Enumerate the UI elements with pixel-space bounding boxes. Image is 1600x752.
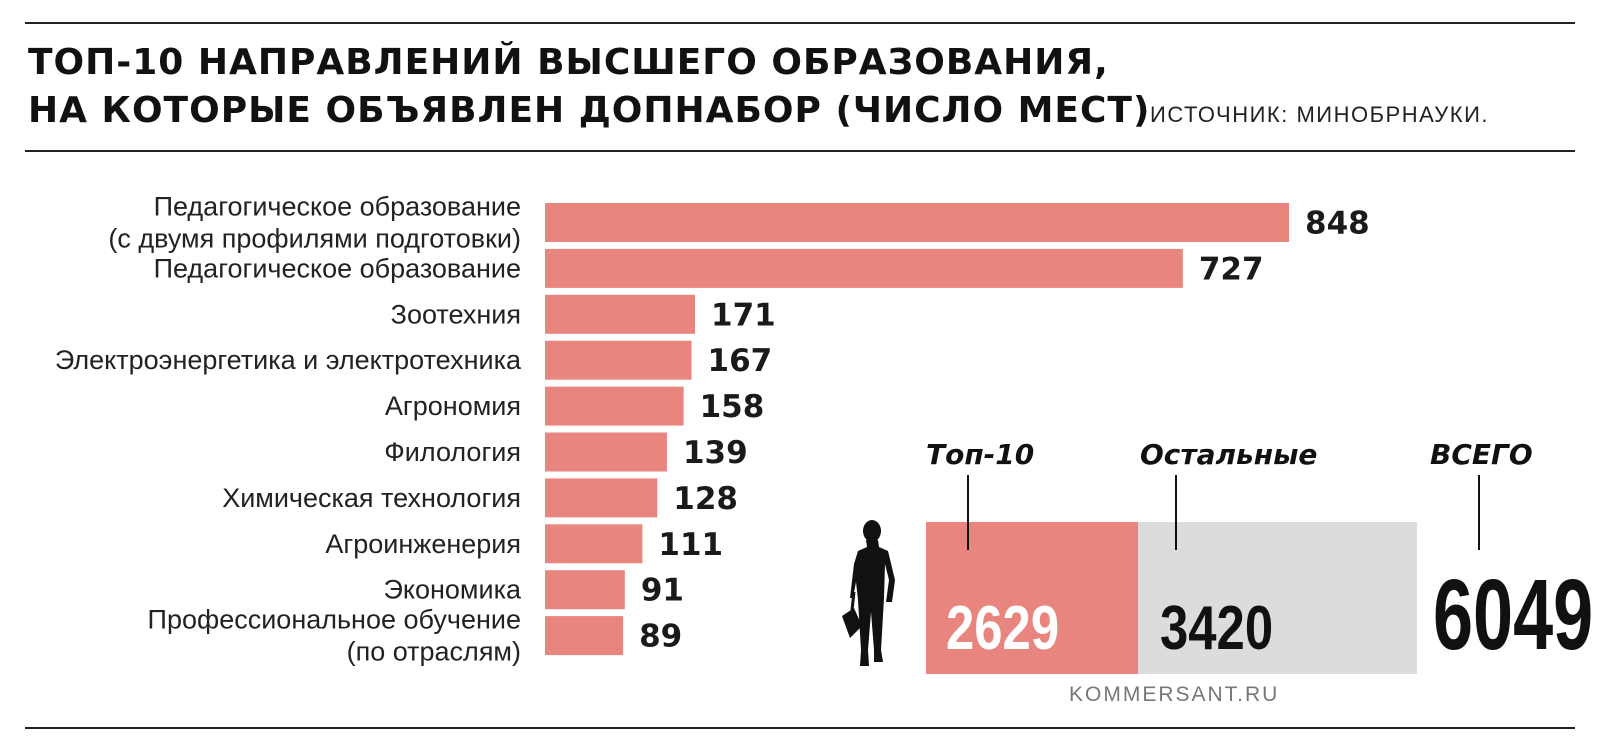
category-label: Агрономия — [385, 391, 521, 421]
bar — [545, 386, 684, 426]
bar-value-label: 91 — [641, 573, 684, 609]
summary-value-rest: 3420 — [1160, 594, 1274, 663]
bar-value-label: 167 — [708, 343, 773, 379]
bar — [545, 524, 643, 564]
summary-label-total: ВСЕГО — [1430, 438, 1533, 471]
category-label: Зоотехния — [391, 299, 521, 329]
bar-value-label: 727 — [1199, 251, 1264, 287]
category-label: Агроинженерия — [325, 529, 521, 559]
bar-value-label: 171 — [711, 297, 776, 333]
category-label: Педагогическое образование — [154, 192, 521, 222]
category-label: Химическая технология — [222, 483, 521, 513]
bar-value-label: 158 — [700, 389, 765, 425]
chart-title-line-2: НА КОТОРЫЕ ОБЪЯВЛЕН ДОПНАБОР (ЧИСЛО МЕСТ… — [28, 90, 1151, 131]
bar-value-label: 128 — [673, 481, 738, 517]
category-label: (по отраслям) — [347, 637, 521, 667]
bottom-rule — [25, 727, 1575, 729]
category-label: Педагогическое образование — [154, 253, 521, 283]
bars-layer: 848 Педагогическое образование(с двумя пр… — [55, 192, 1370, 667]
summary-tick-total — [1478, 475, 1480, 550]
bar — [545, 203, 1289, 242]
source-note: ИСТОЧНИК: МИНОБРНАУКИ. — [1150, 102, 1490, 127]
category-label: (с двумя профилями подготовки) — [108, 224, 521, 254]
bar — [545, 248, 1183, 288]
category-label: Филология — [384, 437, 521, 467]
bar-value-label: 848 — [1305, 206, 1370, 242]
bar-value-label: 111 — [658, 527, 723, 563]
summary-tick-top10 — [967, 475, 969, 550]
person-with-bag-icon — [842, 520, 895, 666]
summary-bar-top10: 2629 — [926, 522, 1138, 674]
chart-title-line-1: ТОП-10 НАПРАВЛЕНИЙ ВЫСШЕГО ОБРАЗОВАНИЯ, — [28, 42, 1109, 83]
bar — [545, 340, 692, 380]
bar-value-label: 89 — [639, 619, 682, 655]
summary-bar-rest: 3420 — [1138, 522, 1417, 674]
header-rule — [25, 150, 1575, 152]
category-label: Профессиональное обучение — [148, 605, 521, 635]
site-credit: KOMMERSANT.RU — [1069, 683, 1280, 706]
bar — [545, 432, 667, 472]
bar — [545, 616, 624, 656]
bar — [545, 570, 625, 610]
summary-value-top10: 2629 — [946, 594, 1060, 663]
bar — [545, 294, 696, 334]
bar-value-label: 139 — [683, 435, 748, 471]
bar — [545, 478, 658, 518]
summary-label-rest: Остальные — [1140, 438, 1318, 471]
summary-tick-rest — [1175, 475, 1177, 550]
category-label: Электроэнергетика и электротехника — [55, 345, 522, 375]
category-label: Экономика — [383, 575, 522, 605]
summary-label-top10: Топ-10 — [926, 438, 1035, 471]
top-rule — [25, 22, 1575, 24]
summary-value-total: 6049 — [1433, 559, 1594, 671]
